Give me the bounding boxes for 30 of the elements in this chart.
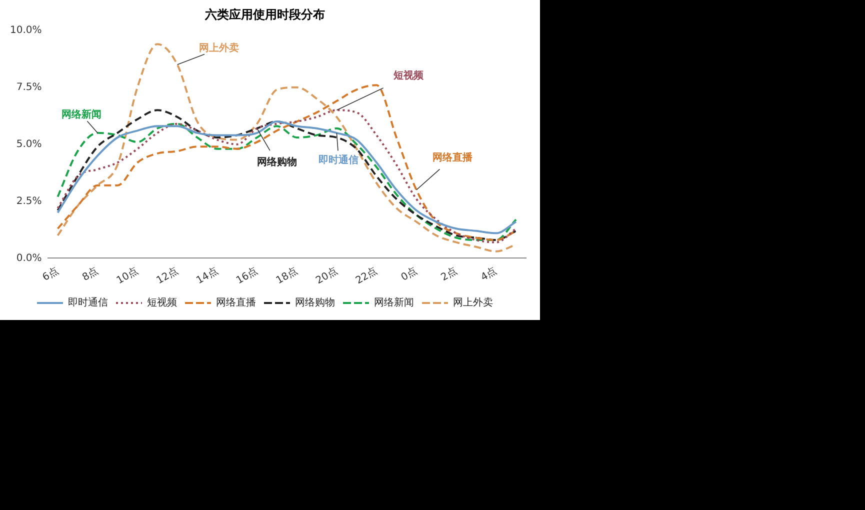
x-tick-label: 10点 [114,264,140,287]
annotation: 网上外卖 [199,42,240,54]
x-tick-label: 0点 [399,264,420,284]
x-tick-label: 12点 [154,264,180,287]
x-tick-label: 2点 [438,264,460,284]
legend-label: 网络直播 [216,296,256,309]
chart-title: 六类应用使用时段分布 [204,7,325,22]
y-tick-label: 7.5% [16,82,42,93]
annotation: 短视频 [392,70,424,82]
annotation: 网络购物 [256,156,297,168]
legend-label: 网上外卖 [453,296,493,309]
legend-label: 网络购物 [295,296,335,309]
annotation: 即时通信 [318,154,359,166]
x-tick-label: 16点 [234,264,260,287]
x-tick-label: 6点 [40,264,61,284]
y-tick-label: 2.5% [16,196,42,207]
y-tick-label: 5.0% [16,138,42,150]
legend-label: 短视频 [147,296,177,309]
annotation: 网络新闻 [62,108,102,120]
annotation: 网络直播 [432,152,474,164]
legend-label: 网络新闻 [374,296,414,309]
legend-label: 即时通信 [68,296,108,309]
x-tick-label: 8点 [80,264,100,284]
y-tick-label: 10.0% [10,24,42,36]
x-tick-label: 20点 [314,264,340,287]
x-tick-label: 4点 [478,264,499,284]
x-tick-label: 14点 [194,264,220,287]
x-tick-label: 18点 [274,264,300,287]
x-tick-label: 22点 [354,264,380,287]
y-tick-label: 0.0% [16,252,42,264]
